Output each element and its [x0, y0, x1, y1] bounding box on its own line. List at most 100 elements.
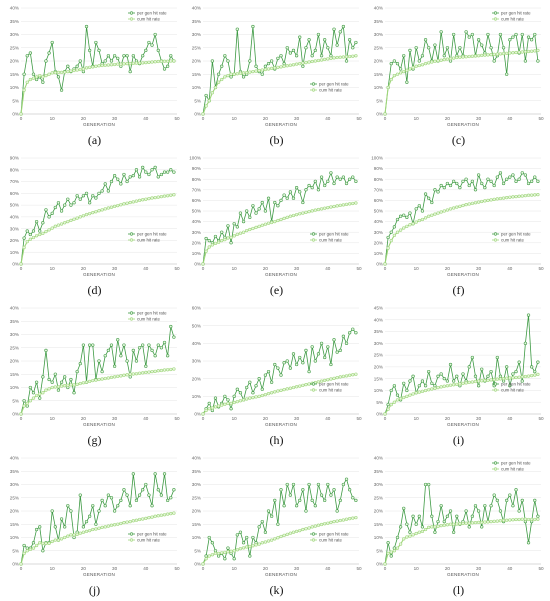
per-gen-point — [266, 196, 271, 200]
cum-point — [470, 380, 474, 384]
cum-point — [486, 198, 490, 203]
cum-point — [464, 381, 468, 385]
cum-point — [341, 55, 346, 59]
y-tick-label: 0% — [194, 262, 201, 267]
cum-point — [229, 235, 233, 240]
cum-point — [41, 541, 45, 545]
legend-entry: cum hit rate — [128, 17, 160, 22]
panel-caption: (l) — [452, 583, 465, 597]
legend-label: cum hit rate — [137, 238, 160, 243]
per-gen-point — [285, 46, 289, 50]
y-tick-label: 40% — [10, 456, 19, 461]
per-gen-point — [226, 398, 230, 402]
y-tick-label: 10% — [192, 251, 201, 256]
y-tick-label: 40% — [192, 456, 201, 461]
cum-point — [307, 526, 311, 530]
y-tick-label: 20% — [374, 364, 383, 369]
cum-point — [341, 374, 346, 378]
cum-point — [257, 224, 261, 228]
cum-point — [445, 208, 450, 212]
cum-point — [245, 545, 249, 549]
cum-point — [38, 232, 42, 237]
cum-point — [31, 546, 36, 550]
x-tick-label: 20 — [263, 116, 269, 121]
cum-point — [270, 220, 274, 225]
cum-point — [226, 73, 230, 78]
per-gen-point — [153, 165, 157, 170]
cum-point — [213, 85, 218, 90]
per-gen-point — [288, 493, 292, 497]
cum-point — [59, 222, 64, 226]
cum-point — [439, 210, 443, 214]
cum-point — [439, 58, 443, 62]
legend-entry: per gen hit rate — [310, 82, 349, 87]
y-tick-label: 20% — [374, 59, 383, 64]
per-gen-point — [427, 369, 431, 374]
per-gen-point — [28, 385, 32, 390]
per-gen-point — [103, 354, 107, 358]
legend-entry: cum hit rate — [128, 538, 160, 543]
legend-entry: per gen hit rate — [128, 532, 167, 537]
x-tick-label: 30 — [294, 116, 300, 121]
per-gen-point — [288, 366, 292, 370]
cum-point — [498, 519, 503, 523]
y-tick-label: 70% — [10, 179, 19, 184]
cum-point — [78, 381, 82, 386]
per-gen-point — [141, 165, 145, 170]
y-tick-label: 45% — [374, 306, 383, 311]
legend-marker — [493, 232, 498, 236]
per-gen-point — [452, 379, 456, 383]
x-tick-label: 20 — [81, 116, 87, 121]
per-gen-point — [313, 48, 317, 53]
per-gen-point — [439, 183, 443, 188]
per-gen-point — [389, 230, 393, 234]
per-gen-point — [408, 48, 412, 53]
per-gen-point — [351, 496, 355, 500]
per-gen-point — [56, 201, 61, 205]
cum-point — [112, 375, 117, 379]
legend-marker — [129, 538, 134, 542]
legend-label: cum hit rate — [501, 388, 524, 393]
per-gen-point — [298, 35, 302, 39]
per-gen-point — [423, 192, 428, 196]
y-tick-label: 0% — [12, 262, 19, 267]
y-tick-label: 30% — [10, 482, 19, 487]
cum-point — [162, 194, 167, 198]
per-gen-point — [517, 177, 521, 181]
per-gen-point — [141, 54, 145, 58]
per-gen-series-line — [20, 166, 175, 265]
per-gen-point — [430, 200, 434, 205]
per-gen-point — [134, 359, 139, 363]
cum-point — [467, 202, 471, 206]
cum-point — [106, 63, 110, 67]
per-gen-point — [50, 211, 54, 215]
per-gen-point — [464, 30, 468, 34]
cum-point — [72, 533, 76, 537]
y-tick-label: 40% — [374, 6, 383, 11]
cum-point — [112, 62, 117, 67]
cum-point — [19, 562, 23, 566]
per-gen-point — [119, 182, 123, 186]
cum-point — [489, 198, 493, 202]
per-gen-point — [53, 525, 57, 529]
x-tick-label: 40 — [507, 116, 513, 121]
cum-point — [276, 218, 280, 223]
cum-point — [100, 525, 104, 530]
per-gen-point — [414, 46, 418, 50]
per-gen-point — [420, 379, 425, 383]
per-gen-point — [81, 525, 86, 529]
cum-point — [279, 217, 283, 222]
y-tick-label: 50% — [192, 323, 201, 328]
cum-point — [238, 71, 243, 75]
y-tick-label: 25% — [192, 45, 201, 50]
per-gen-point — [395, 217, 400, 222]
cum-point — [69, 383, 73, 387]
per-gen-point — [232, 222, 236, 226]
y-tick-label: 0% — [194, 562, 201, 567]
cum-point — [436, 211, 440, 215]
per-gen-point — [307, 38, 311, 42]
per-gen-point — [66, 197, 70, 201]
cum-point — [270, 391, 274, 395]
cum-point — [100, 63, 104, 68]
x-tick-label: 40 — [143, 566, 149, 571]
